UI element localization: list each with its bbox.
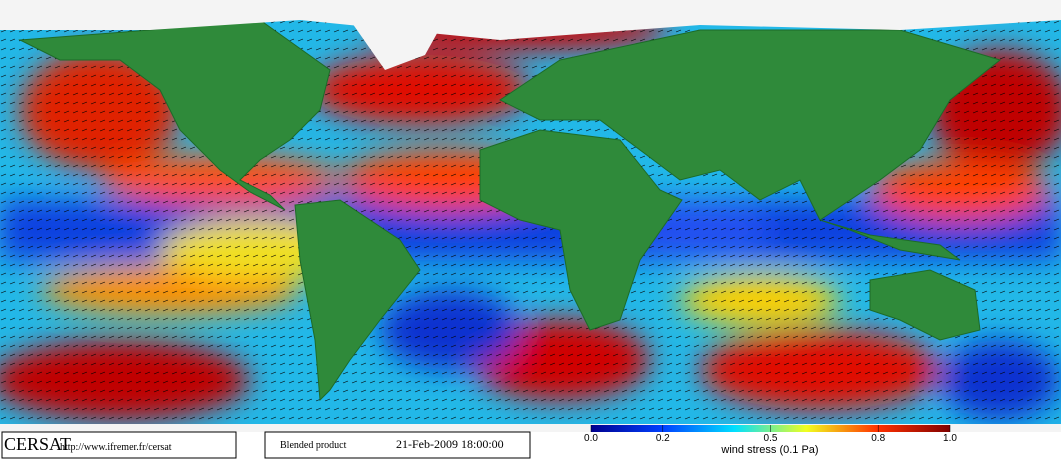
logo-box — [1, 431, 237, 459]
colorbar-tick-label: 0.0 — [584, 433, 598, 444]
colorbar-tick-label: 0.8 — [871, 433, 885, 444]
product-box — [264, 431, 531, 459]
product: Blended product — [280, 440, 347, 451]
url: http://www.ifremer.fr/cersat — [60, 442, 172, 453]
colorbar-tick-label: 0.5 — [764, 433, 778, 444]
colorbar-tick-label: 0.2 — [656, 433, 670, 444]
logo: CERSAT — [4, 434, 71, 454]
colorbar-tick-label: 1.0 — [943, 433, 957, 444]
colorbar-label: wind stress (0.1 Pa) — [720, 444, 818, 456]
land — [18, 19, 1002, 402]
ice — [0, 0, 1061, 432]
ocean-field — [0, 0, 1061, 432]
date: 21-Feb-2009 18:00:00 — [396, 437, 504, 451]
